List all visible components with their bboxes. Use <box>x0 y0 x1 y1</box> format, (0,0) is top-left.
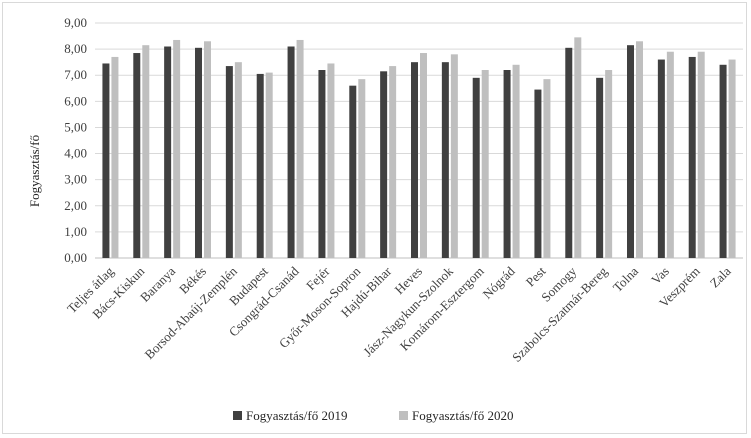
legend-swatch-2020 <box>399 411 408 420</box>
legend-label-2020: Fogyasztás/fő 2020 <box>412 408 513 423</box>
y-tick-labels: 0,00 1,00 2,00 3,00 4,00 5,00 6,00 7,00 8,00 9,00 <box>64 15 87 265</box>
bar-2019 <box>225 66 233 258</box>
bar-2020 <box>605 70 613 258</box>
x-tick-label: Zala <box>707 263 734 290</box>
bars <box>102 37 736 259</box>
bar-2019 <box>380 71 388 258</box>
bar-2019 <box>596 77 604 258</box>
bar-2019 <box>133 53 141 258</box>
y-tick-label: 5,00 <box>64 119 87 134</box>
bar-2019 <box>256 73 264 258</box>
x-tick-label: Vas <box>648 264 672 288</box>
bar-2019 <box>441 62 449 258</box>
bar-2019 <box>688 56 696 258</box>
x-tick-label: Baranya <box>137 263 178 304</box>
bar-2020 <box>389 66 397 258</box>
bar-2019 <box>102 63 110 258</box>
bar-2020 <box>697 51 705 258</box>
chart-frame: 0,00 1,00 2,00 3,00 4,00 5,00 6,00 7,00 8,00 9,00… <box>2 2 747 434</box>
bar-2020 <box>327 63 335 258</box>
x-tick-label: Nógrád <box>480 263 519 302</box>
bar-2019 <box>195 47 202 259</box>
bar-2020 <box>358 79 366 258</box>
bar-chart: 0,00 1,00 2,00 3,00 4,00 5,00 6,00 7,00 8,00 9,00… <box>27 15 743 423</box>
legend-swatch-2019 <box>233 411 242 420</box>
y-tick-label: 0,00 <box>64 250 87 265</box>
bar-2020 <box>142 45 150 258</box>
bar-2020 <box>728 59 736 259</box>
bar-2020 <box>666 51 674 258</box>
bar-2019 <box>349 85 357 258</box>
bar-2019 <box>565 47 573 259</box>
bar-2019 <box>719 64 727 258</box>
bar-2019 <box>472 77 480 258</box>
bar-2019 <box>503 70 511 258</box>
y-tick-label: 3,00 <box>64 172 87 187</box>
legend-label-2019: Fogyasztás/fő 2019 <box>246 408 347 423</box>
y-tick-label: 7,00 <box>64 67 87 82</box>
bar-2020 <box>481 70 489 258</box>
y-tick-label: 6,00 <box>64 93 87 108</box>
bar-2020 <box>111 56 119 258</box>
y-tick-label: 2,00 <box>64 198 87 213</box>
bar-2020 <box>173 39 181 258</box>
bar-2020 <box>574 37 582 258</box>
bar-2020 <box>420 53 427 258</box>
y-tick-label: 1,00 <box>64 224 87 239</box>
bar-2020 <box>636 41 643 258</box>
bar-2019 <box>534 89 542 258</box>
bar-2020 <box>265 72 273 258</box>
y-tick-label: 8,00 <box>64 41 87 56</box>
bar-2020 <box>512 64 520 258</box>
bar-2019 <box>287 46 295 258</box>
y-axis-label: Fogyasztás/fő <box>27 135 42 207</box>
bar-2020 <box>204 41 211 258</box>
bar-2020 <box>450 54 458 258</box>
bar-2020 <box>234 62 242 258</box>
y-tick-label: 9,00 <box>64 15 87 30</box>
bar-2019 <box>627 45 634 258</box>
bar-2020 <box>543 79 551 258</box>
x-tick-labels: Teljes átlagBács-KiskunBaranyaBékésBorso… <box>64 263 734 365</box>
bar-2019 <box>411 62 418 258</box>
bar-2019 <box>657 59 665 259</box>
legend: Fogyasztás/fő 2019 Fogyasztás/fő 2020 <box>233 408 513 423</box>
bar-2020 <box>296 39 304 258</box>
x-tick-label: Pest <box>523 263 549 289</box>
gridlines <box>95 22 743 259</box>
x-tick-label: Tolna <box>610 263 642 295</box>
bar-2019 <box>318 70 326 258</box>
bar-2019 <box>164 46 172 258</box>
y-tick-label: 4,00 <box>64 146 87 161</box>
